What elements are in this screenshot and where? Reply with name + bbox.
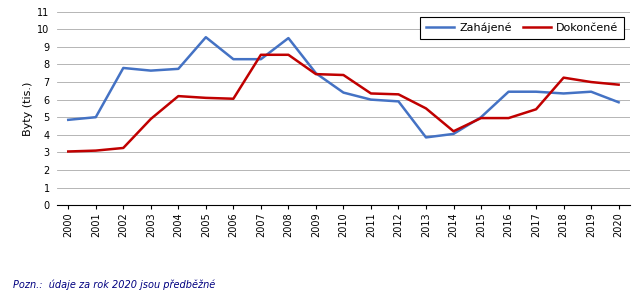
Dokončené — [64, 150, 72, 153]
Dokončené — [615, 83, 623, 86]
Zahájené — [587, 90, 595, 93]
Zahájené — [284, 36, 292, 40]
Zahájené — [340, 91, 347, 94]
Dokončené — [477, 116, 485, 120]
Line: Zahájené: Zahájené — [68, 37, 619, 137]
Zahájené — [560, 92, 567, 95]
Zahájené — [395, 100, 403, 103]
Dokončené — [587, 80, 595, 84]
Y-axis label: Byty (tis.): Byty (tis.) — [23, 81, 33, 136]
Dokončené — [120, 146, 127, 150]
Text: Pozn.:  údaje za rok 2020 jsou předběžné: Pozn.: údaje za rok 2020 jsou předběžné — [13, 280, 215, 290]
Zahájené — [120, 66, 127, 70]
Zahájené — [147, 69, 155, 72]
Dokončené — [450, 130, 457, 133]
Dokončené — [174, 94, 182, 98]
Dokončené — [422, 107, 430, 110]
Dokončené — [367, 92, 375, 95]
Dokončené — [560, 76, 567, 79]
Zahájené — [257, 57, 265, 61]
Zahájené — [505, 90, 513, 93]
Dokončené — [257, 53, 265, 57]
Zahájené — [615, 100, 623, 104]
Dokončené — [202, 96, 210, 100]
Dokončené — [284, 53, 292, 57]
Zahájené — [450, 132, 457, 136]
Zahájené — [174, 67, 182, 71]
Zahájené — [367, 98, 375, 101]
Zahájené — [532, 90, 540, 93]
Line: Dokončené: Dokončené — [68, 55, 619, 151]
Dokončené — [230, 97, 237, 100]
Dokončené — [147, 117, 155, 121]
Zahájené — [92, 115, 100, 119]
Legend: Zahájené, Dokončené: Zahájené, Dokončené — [420, 17, 624, 39]
Zahájené — [230, 57, 237, 61]
Zahájené — [64, 118, 72, 122]
Zahájené — [477, 115, 485, 119]
Dokončené — [340, 73, 347, 77]
Zahájené — [202, 35, 210, 39]
Dokončené — [312, 72, 320, 76]
Dokončené — [395, 93, 403, 96]
Zahájené — [422, 136, 430, 139]
Zahájené — [312, 71, 320, 75]
Dokončené — [92, 149, 100, 152]
Dokončené — [505, 116, 513, 120]
Dokončené — [532, 108, 540, 111]
